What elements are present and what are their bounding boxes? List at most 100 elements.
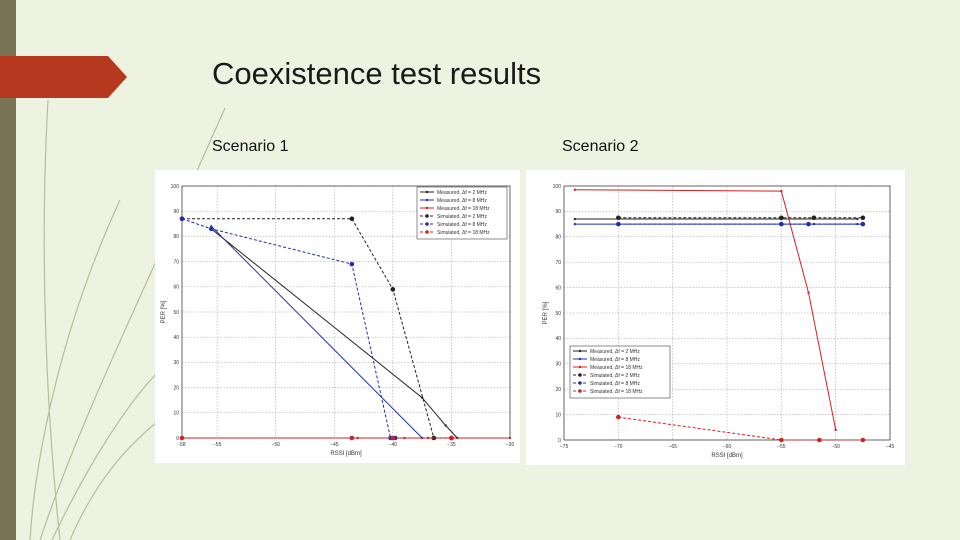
y-tick-label: 30	[555, 362, 561, 368]
legend-marker	[578, 389, 582, 393]
data-point	[179, 216, 185, 222]
x-tick-label: −70	[614, 444, 623, 450]
data-point	[860, 437, 866, 443]
legend-entry: Measured, Δf = 8 MHz	[590, 357, 640, 363]
data-point	[860, 215, 866, 221]
legend-entry: Measured, Δf = 2 MHz	[590, 349, 640, 355]
y-tick-label: 20	[555, 387, 561, 393]
legend-marker	[578, 357, 582, 361]
data-point	[573, 222, 577, 226]
scenario-1-label: Scenario 1	[212, 138, 289, 155]
data-point	[179, 435, 185, 441]
legend-marker	[578, 365, 582, 369]
data-point	[573, 188, 577, 192]
y-tick-label: 0	[176, 436, 179, 442]
y-tick-label: 100	[171, 184, 180, 190]
legend-entry: Simulated, Δf = 18 MHz	[437, 230, 490, 236]
series-line	[618, 416, 863, 441]
legend-marker	[578, 373, 582, 377]
data-point	[779, 215, 784, 221]
data-point	[449, 435, 454, 441]
series-line	[182, 218, 452, 439]
data-point	[806, 221, 811, 227]
x-tick-label: −60	[723, 444, 732, 450]
data-point	[420, 396, 424, 399]
data-point	[807, 291, 810, 294]
data-point	[811, 215, 817, 221]
left-bar-decoration	[0, 0, 16, 540]
data-point	[779, 221, 784, 227]
data-point	[349, 261, 355, 267]
x-tick-label: -58	[178, 442, 185, 448]
data-point	[508, 436, 512, 440]
data-point	[856, 217, 859, 221]
data-point	[208, 226, 214, 232]
y-tick-label: 100	[553, 184, 562, 190]
scenario-1-chart: -58 −55 −50 −45 −40 −35 −30 0 10 20 30 40 50 60 70 80 90…	[161, 184, 515, 457]
x-tick-label: −35	[447, 442, 456, 448]
y-tick-label: 70	[173, 259, 179, 265]
legend-entry: Simulated, Δf = 2 MHz	[437, 214, 487, 220]
data-point	[616, 221, 621, 227]
y-tick-label: 40	[555, 336, 561, 342]
y-tick-label: 0	[558, 438, 561, 444]
x-tick-label: −50	[831, 444, 840, 450]
legend-marker	[578, 349, 582, 353]
legend-marker	[425, 222, 429, 226]
y-tick-label: 20	[173, 385, 179, 391]
legend-marker	[425, 190, 429, 194]
y-tick-label: 50	[555, 311, 561, 317]
x-tick-label: −45	[886, 444, 895, 450]
data-point	[779, 437, 784, 443]
legend-box	[569, 345, 671, 399]
scenario-2-label: Scenario 2	[562, 138, 639, 155]
x-tick-label: −55	[213, 442, 222, 448]
legend-entry: Simulated, Δf = 2 MHz	[590, 373, 640, 379]
data-point	[349, 435, 355, 441]
y-tick-label: 60	[173, 285, 179, 291]
y-tick-label: 70	[555, 260, 561, 266]
y-tick-label: 30	[173, 360, 179, 366]
y-tick-label: 90	[173, 209, 179, 215]
x-tick-label: −30	[506, 442, 515, 448]
legend-entry: Simulated, Δf = 18 MHz	[590, 389, 643, 395]
data-point	[616, 414, 621, 420]
x-axis-label: RSSI [dBm]	[330, 451, 362, 457]
series-line	[574, 189, 837, 430]
data-point	[834, 428, 837, 432]
x-tick-label: −50	[271, 442, 280, 448]
legend-marker	[425, 214, 429, 218]
y-axis-label: PER [%]	[161, 300, 167, 323]
legend-entry: Measured, Δf = 2 MHz	[437, 190, 487, 196]
legend-marker	[425, 206, 429, 210]
title-accent-arrow	[0, 56, 127, 98]
series-line	[210, 228, 458, 439]
data-point	[616, 215, 621, 221]
x-axis-label: RSSI [dBm]	[711, 453, 743, 459]
data-point	[390, 287, 396, 292]
y-tick-label: 10	[555, 412, 561, 418]
y-tick-label: 60	[555, 285, 561, 291]
data-point	[780, 189, 783, 193]
legend-entry: Measured, Δf = 18 MHz	[437, 206, 490, 212]
legend-marker	[425, 198, 429, 202]
x-tick-label: −45	[330, 442, 339, 448]
series-line	[210, 225, 423, 439]
x-tick-label: −75	[560, 444, 569, 450]
legend-entry: Simulated, Δf = 8 MHz	[590, 381, 640, 387]
series-line	[181, 218, 396, 439]
x-tick-label: −65	[668, 444, 677, 450]
data-point	[817, 437, 822, 443]
y-axis-label: PER [%]	[543, 301, 549, 324]
data-point	[390, 435, 396, 441]
plot-area-frame	[563, 185, 891, 441]
legend-marker	[425, 230, 429, 234]
data-point	[444, 424, 447, 427]
scenario-2-chart: −75 −70 −65 −60 −55 −50 −45 0 10 20 30 40 50 60 70 80 90…	[543, 184, 895, 459]
legend-box	[416, 186, 508, 240]
y-tick-label: 80	[173, 234, 179, 240]
legend-entry: Measured, Δf = 8 MHz	[437, 198, 487, 204]
x-tick-label: −40	[389, 442, 398, 448]
data-point	[573, 217, 577, 221]
data-point	[856, 222, 859, 226]
